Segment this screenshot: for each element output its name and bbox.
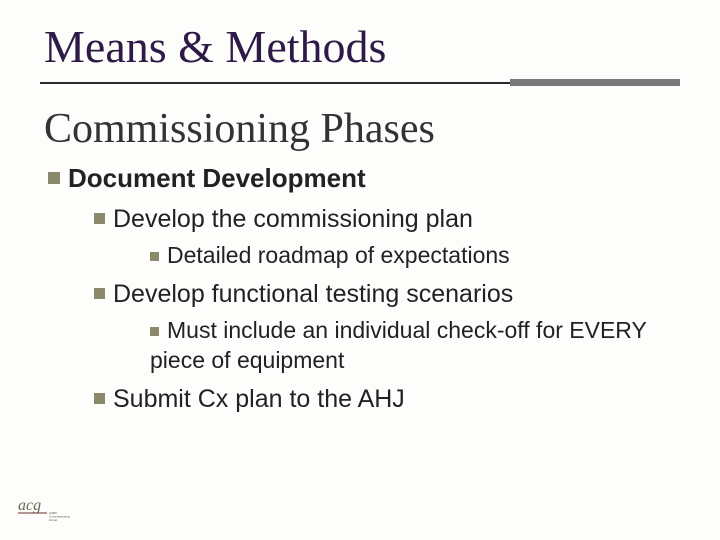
square-bullet-icon xyxy=(94,213,105,224)
bullet-level-2: Submit Cx plan to the AHJ xyxy=(94,384,680,415)
square-bullet-icon xyxy=(150,327,159,336)
lvl3-text: Detailed roadmap of expectations xyxy=(167,242,510,268)
bullet-level-1: Document Development xyxy=(48,163,680,194)
logo-sub-3: Group xyxy=(49,518,58,522)
bullet-level-3: Must include an individual check-off for… xyxy=(150,316,680,376)
bullet-level-2: Develop functional testing scenarios xyxy=(94,279,680,310)
square-bullet-icon xyxy=(94,288,105,299)
square-bullet-icon xyxy=(150,252,159,261)
slide: Means & Methods Commissioning Phases Doc… xyxy=(0,0,720,540)
lvl2-text: Develop the commissioning plan xyxy=(113,205,473,233)
lvl1-text: Document Development xyxy=(68,163,366,193)
lvl2-text: Develop functional testing scenarios xyxy=(113,280,513,308)
slide-title: Means & Methods xyxy=(44,20,680,73)
lvl2-text: Submit Cx plan to the AHJ xyxy=(113,385,405,413)
bullet-level-2: Develop the commissioning plan xyxy=(94,204,680,235)
logo-text: acg xyxy=(18,497,41,514)
acg-logo: acg AABC Commissioning Group xyxy=(18,494,78,524)
rule-thick xyxy=(510,79,680,86)
title-rule xyxy=(40,79,680,87)
bullet-level-3: Detailed roadmap of expectations xyxy=(150,241,680,271)
lvl3-text: Must include an individual check-off for… xyxy=(150,317,646,373)
slide-subtitle: Commissioning Phases xyxy=(44,105,680,153)
square-bullet-icon xyxy=(94,393,105,404)
square-bullet-icon xyxy=(48,172,60,184)
